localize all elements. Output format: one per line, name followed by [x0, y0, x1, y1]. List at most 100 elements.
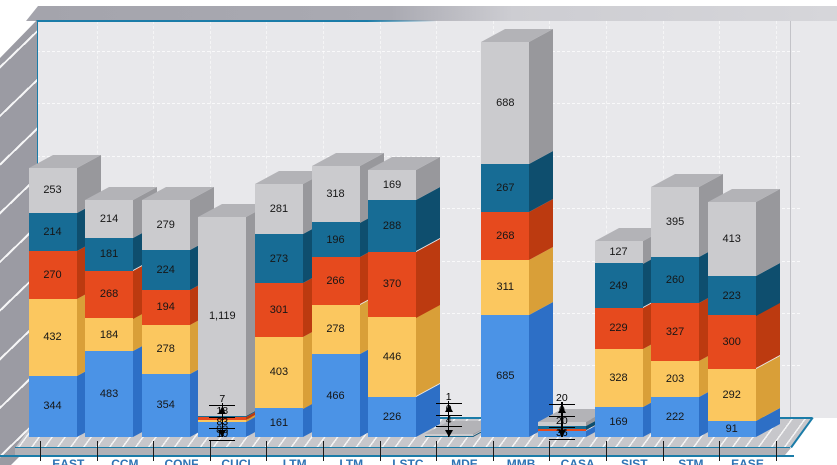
bar-segment	[368, 170, 417, 201]
bar-segment	[28, 375, 77, 437]
bar-segment-label: 432	[43, 331, 62, 344]
bar-segment-label: 268	[99, 288, 119, 301]
bar-segment-label: 466	[326, 389, 345, 402]
axis-tick	[153, 441, 155, 461]
axis-tick	[719, 441, 721, 461]
category-label: SIST	[620, 457, 648, 465]
bar-segment	[481, 259, 530, 316]
bar-segment	[28, 167, 77, 213]
category-label: MDE	[451, 457, 478, 465]
bar-segment-label: 181	[99, 248, 119, 261]
bar-segment	[481, 315, 530, 437]
bar-segment-label: 301	[269, 303, 289, 316]
bar-segment-label: 91	[725, 422, 738, 435]
bar-segment	[368, 251, 417, 318]
bar-segment	[594, 406, 643, 437]
bar-segment-label: 127	[609, 246, 628, 259]
bar-segment-label: 318	[326, 188, 345, 201]
category-label: CONF	[164, 457, 199, 465]
bar-segment-label: 278	[156, 343, 175, 356]
axis-tick	[40, 441, 41, 461]
bar-segment-side	[755, 189, 780, 276]
bar-segment	[141, 250, 190, 290]
bar-segment-label: 327	[665, 326, 685, 339]
category-label: LTM	[339, 457, 364, 465]
bar-segment-label: 483	[99, 388, 119, 400]
bar-segment-label: 224	[156, 264, 175, 277]
bar-segment-label: 403	[269, 366, 289, 379]
callout-arrow-down-icon	[444, 430, 453, 437]
bar-segment	[594, 348, 643, 407]
bar-segment-label: 354	[156, 399, 175, 412]
gridline-vertical	[606, 21, 607, 418]
bar-segment	[368, 200, 417, 252]
axis-tick	[492, 441, 494, 461]
bar-segment	[481, 212, 530, 260]
category-label: EAST	[52, 457, 85, 465]
axis-tick	[96, 441, 98, 461]
bar-segment	[198, 216, 247, 416]
bar-segment	[141, 324, 190, 374]
category-label: LTM	[282, 457, 307, 465]
axis-tick	[323, 441, 324, 461]
bar-segment-label: 446	[382, 351, 402, 364]
bar-segment	[651, 361, 700, 398]
axis-bottom-accent-line	[0, 455, 794, 457]
bar-segment	[368, 396, 417, 437]
bar-segment-label: 270	[43, 268, 62, 281]
bar-segment	[651, 186, 700, 257]
gridline-horizontal	[37, 155, 800, 157]
bar-segment-label: 222	[665, 411, 685, 424]
bar-segment	[254, 234, 303, 284]
bar-segment-label: 196	[326, 233, 345, 246]
bar-segment	[651, 256, 700, 304]
callout-arrow-up-icon	[557, 406, 566, 413]
callout-arrow-up-icon	[444, 405, 453, 412]
axis-tick	[662, 441, 664, 461]
bar-segment-label: 328	[609, 371, 628, 384]
bar-segment-label: 214	[99, 213, 119, 226]
bar-segment-label: 344	[43, 400, 62, 413]
bar-segment-label: 685	[496, 370, 515, 383]
floor-slab-edge	[15, 448, 791, 455]
category-label: CCM	[111, 457, 139, 465]
bar-segment	[311, 354, 360, 437]
bar-segment-label: 169	[609, 415, 628, 428]
bar-segment	[651, 397, 700, 437]
bar-segment-label: 214	[43, 225, 62, 238]
bar-segment-label: 161	[269, 416, 289, 429]
bar-segment	[254, 408, 303, 437]
bar-segment-label: 300	[722, 336, 741, 349]
bar-segment	[311, 222, 360, 258]
bar-segment	[651, 303, 700, 362]
bar-segment-label: 688	[496, 97, 515, 110]
bar-segment-label: 288	[382, 219, 402, 232]
category-label: CUCL	[221, 457, 255, 465]
bar-segment	[594, 263, 643, 308]
bar-segment	[85, 200, 134, 239]
wall-top-accent-line	[37, 19, 447, 22]
floor-front-accent-line	[15, 446, 790, 449]
axis-tick	[549, 441, 551, 461]
bar-segment	[311, 304, 360, 355]
bar-segment-label: 194	[156, 301, 175, 314]
bar-segment	[141, 373, 190, 437]
bar-segment-label: 413	[722, 232, 741, 245]
bar-segment-label: 169	[382, 179, 402, 192]
bar-segment	[594, 240, 643, 264]
bar-segment-label: 223	[722, 289, 741, 302]
bar-segment	[254, 336, 303, 409]
category-label: MMB	[506, 457, 536, 465]
bar-segment	[594, 307, 643, 349]
bar-segment-label: 229	[609, 322, 628, 335]
bar-segment	[707, 275, 756, 316]
callout-leader-line	[221, 403, 224, 437]
category-label: EASE	[731, 457, 764, 465]
bar-segment	[85, 318, 134, 352]
bar-segment	[85, 238, 134, 271]
bar-segment-side	[416, 304, 441, 397]
plot-wall-right-edge	[790, 21, 791, 418]
bar-segment	[254, 184, 303, 235]
bar-segment-label: 292	[722, 388, 741, 401]
category-label: STM	[678, 457, 704, 465]
